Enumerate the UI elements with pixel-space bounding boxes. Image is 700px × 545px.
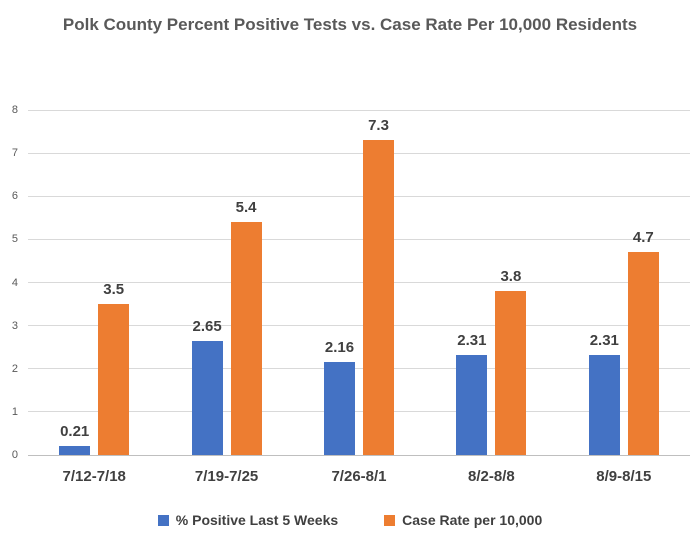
data-label-case-rate-per-10-000-7-12-7-18: 3.5 [103,281,125,299]
data-label-positive-last-5-weeks-8-9-8-15: 2.31 [589,332,619,350]
bar-case-rate-per-10-000-7-26-8-1 [363,140,394,455]
bar-positive-last-5-weeks-7-26-8-1 [324,361,355,455]
x-axis-line [28,454,690,456]
y-axis-tick-label: 3 [11,319,18,332]
x-axis-category-label: 7/12-7/18 [62,468,126,485]
bar-case-rate-per-10-000-8-2-8-8 [495,291,527,455]
x-axis-category-label: 7/26-8/1 [331,468,387,485]
gridline [28,325,690,327]
y-axis-tick-label: 0 [11,449,18,461]
y-axis-tick-label: 8 [11,104,18,116]
gridline [28,368,690,370]
data-label-positive-last-5-weeks-8-2-8-8: 2.31 [457,332,487,350]
gridline [28,152,690,154]
data-label-case-rate-per-10-000-8-2-8-8: 3.8 [500,268,522,286]
gridline [28,282,690,283]
legend-label: % Positive Last 5 Weeks [175,512,339,528]
data-label-case-rate-per-10-000-7-26-8-1: 7.3 [368,117,389,135]
y-axis-tick-label: 6 [11,190,18,203]
data-label-case-rate-per-10-000-8-9-8-15: 4.7 [632,229,654,247]
bar-positive-last-5-weeks-8-9-8-15 [588,355,620,455]
data-label-positive-last-5-weeks-7-12-7-18: 0.21 [60,422,90,440]
legend-item-case-rate-per-10-000: Case Rate per 10,000 [384,512,542,528]
bar-positive-last-5-weeks-7-12-7-18 [59,445,91,455]
y-axis-tick-label: 1 [11,405,18,418]
data-label-positive-last-5-weeks-7-19-7-25: 2.65 [192,317,222,335]
x-axis-category-label: 8/9-8/15 [596,468,652,485]
legend-swatch-icon [384,514,396,526]
x-axis-category-label: 7/19-7/25 [194,468,259,485]
bar-positive-last-5-weeks-7-19-7-25 [191,340,223,455]
legend: % Positive Last 5 Weeks Case Rate per 10,… [0,512,700,528]
gridline [28,411,690,413]
x-axis-category-label: 8/2-8/8 [468,468,515,485]
legend-swatch-icon [157,514,169,526]
y-axis-tick-label: 5 [11,233,18,246]
bar-case-rate-per-10-000-7-12-7-18 [98,304,130,455]
legend-label: Case Rate per 10,000 [402,512,543,528]
y-axis-tick-label: 2 [11,362,18,375]
data-label-case-rate-per-10-000-7-19-7-25: 5.4 [235,199,257,217]
legend-item-positive-last-5-weeks: % Positive Last 5 Weeks [157,512,339,528]
gridline [28,109,690,111]
y-axis-tick-label: 7 [11,147,18,160]
bar-positive-last-5-weeks-8-2-8-8 [456,355,488,455]
y-axis-tick-label: 4 [11,276,18,289]
gridline [28,195,690,197]
data-label-positive-last-5-weeks-7-26-8-1: 2.16 [324,338,355,356]
chart-title: Polk County Percent Positive Tests vs. C… [62,15,638,34]
bar-case-rate-per-10-000-8-9-8-15 [627,252,659,455]
gridline [28,238,690,240]
bar-case-rate-per-10-000-7-19-7-25 [230,222,262,455]
